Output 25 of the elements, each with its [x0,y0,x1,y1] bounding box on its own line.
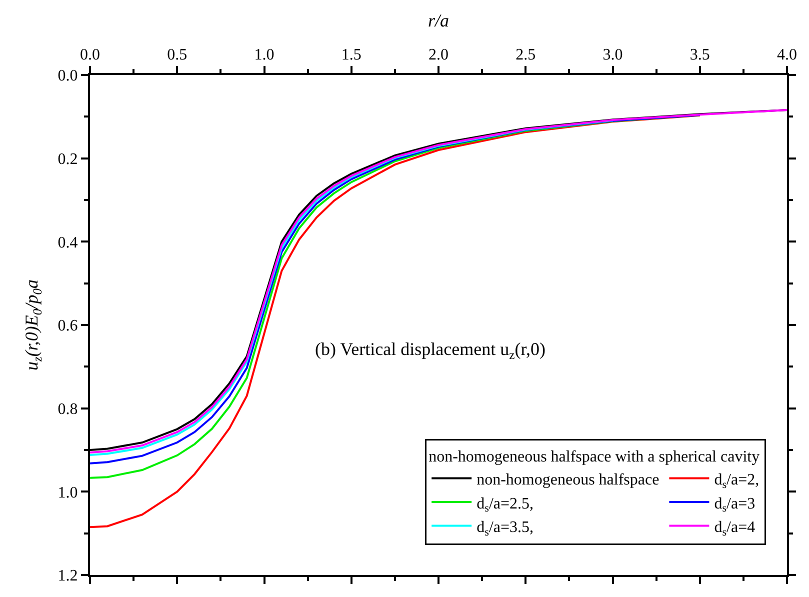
x-tick-label: 3.5 [690,46,710,64]
x-tick-label: 3.0 [602,46,623,64]
legend-label: d$_{s}$/a=2, [714,471,760,491]
x-tick-label: 2.0 [428,46,448,64]
x-axis-title: r/a [428,10,450,30]
y-tick-label: 0.2 [58,150,78,168]
x-tick-label: 2.5 [516,46,536,64]
y-tick-label: 1.0 [58,484,78,502]
y-tick-label: 0.4 [58,234,78,252]
legend-title: non-homogeneous halfspace with a spherical cavity [428,448,760,466]
legend-label: d$_{s}$/a=2.5, [476,495,534,515]
legend-label: d$_{s}$/a=4 [714,519,756,538]
y-tick-label: 0.6 [58,318,78,335]
x-tick-label: 1.5 [341,46,362,64]
legend-label: non-homogeneous halfspace [476,471,660,488]
legend-label: d$_{s}$/a=3.5, [476,519,534,538]
x-tick-label: 0.0 [80,46,100,64]
y-tick-label: 1.2 [58,568,78,585]
x-tick-label: 0.5 [167,46,188,64]
annotation: (b) Vertical displacement u$_{z}$(r,0) [315,339,546,362]
x-tick-label: 1.0 [254,46,274,64]
x-tick-label: 4.0 [777,46,797,64]
y-tick-label: 0.8 [58,400,78,418]
legend-label: d$_{s}$/a=3 [714,495,756,515]
y-tick-label: 0.0 [58,68,78,85]
